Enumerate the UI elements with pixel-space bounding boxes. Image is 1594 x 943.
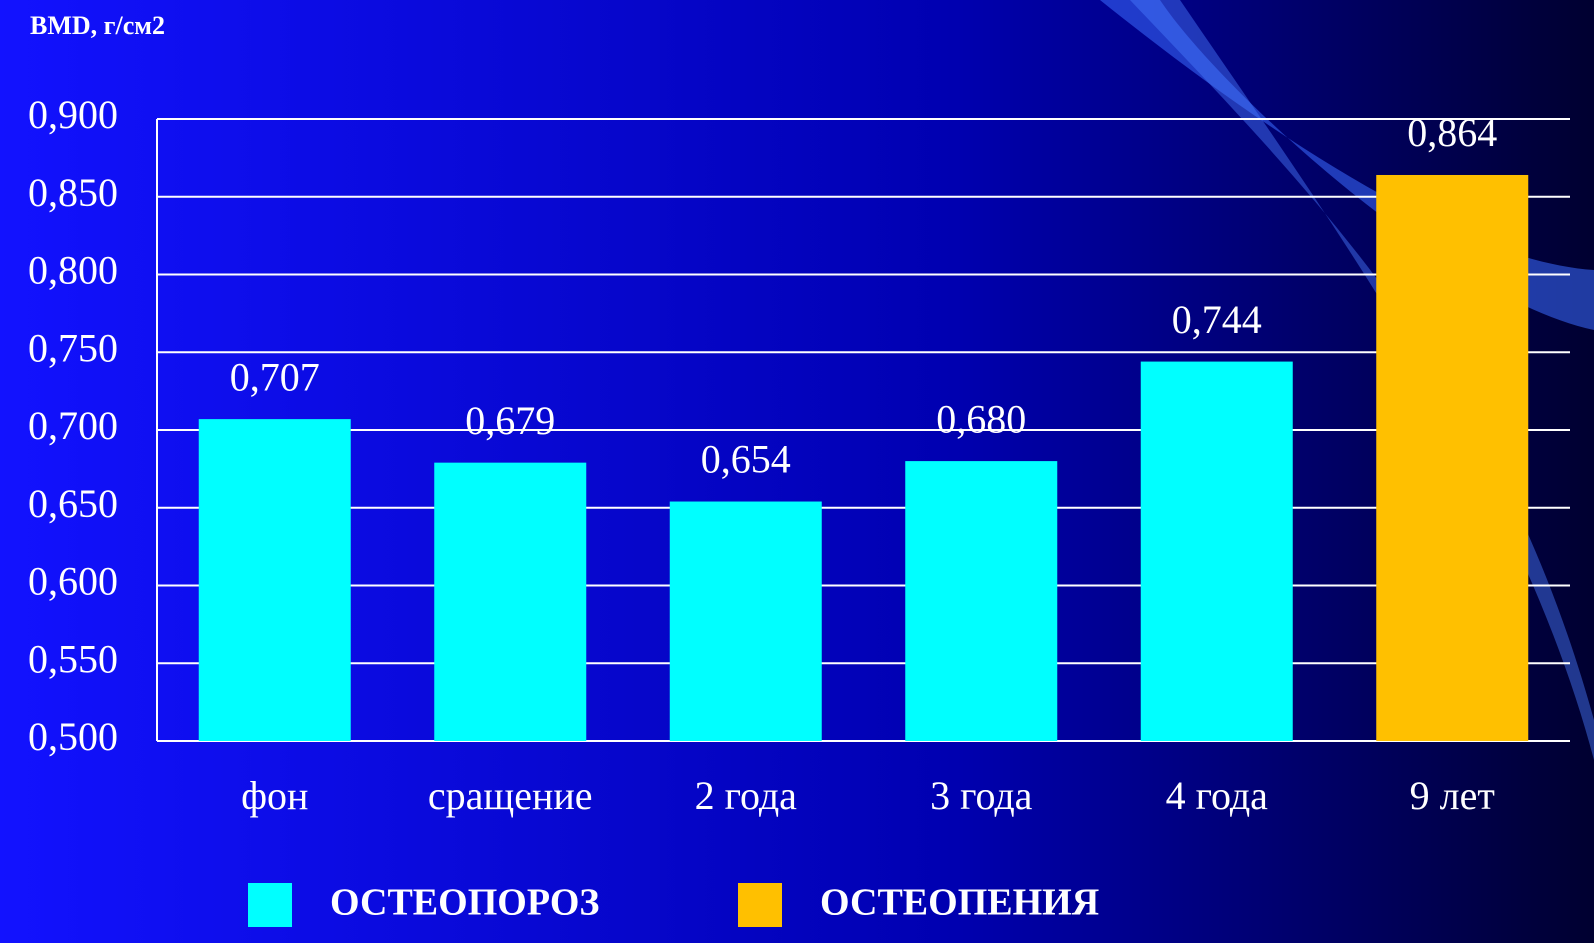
y-tick-label: 0,600 [28,559,118,604]
bar [1376,175,1528,741]
legend-label: ОСТЕОПОРОЗ [330,882,599,924]
page: {"chart_data": {"type": "bar", "y_axis_t… [0,0,1594,943]
value-label: 0,680 [936,396,1026,441]
legend-label: ОСТЕОПЕНИЯ [820,882,1099,924]
bar [1141,362,1293,741]
y-tick-label: 0,500 [28,714,118,759]
value-label: 0,654 [701,437,791,482]
chart: BMD, г/см2 0,500 0,550 0,600 0,650 0,700 0,75… [0,0,1594,943]
x-tick-label: 3 года [930,773,1033,818]
y-tick-label: 0,850 [28,170,118,215]
x-tick-label: 4 года [1166,773,1269,818]
y-tick-label: 0,750 [28,325,118,370]
value-label: 0,744 [1172,297,1262,342]
x-tick-label: 9 лет [1410,773,1495,818]
bar [905,461,1057,741]
y-tick-label: 0,900 [28,92,118,137]
bar [670,502,822,741]
bar [199,419,351,741]
bar [434,463,586,741]
x-tick-label: сращение [428,773,593,818]
y-tick-label: 0,800 [28,248,118,293]
axis-title: BMD, г/см2 [30,11,165,40]
legend-swatch [738,883,782,927]
x-tick-label: 2 года [695,773,798,818]
y-tick-label: 0,650 [28,481,118,526]
y-tick-label: 0,700 [28,403,118,448]
value-label: 0,864 [1407,110,1497,155]
legend-swatch [248,883,292,927]
value-label: 0,707 [230,354,320,399]
value-label: 0,679 [465,398,555,443]
x-tick-label: фон [241,773,308,818]
y-tick-label: 0,550 [28,636,118,681]
